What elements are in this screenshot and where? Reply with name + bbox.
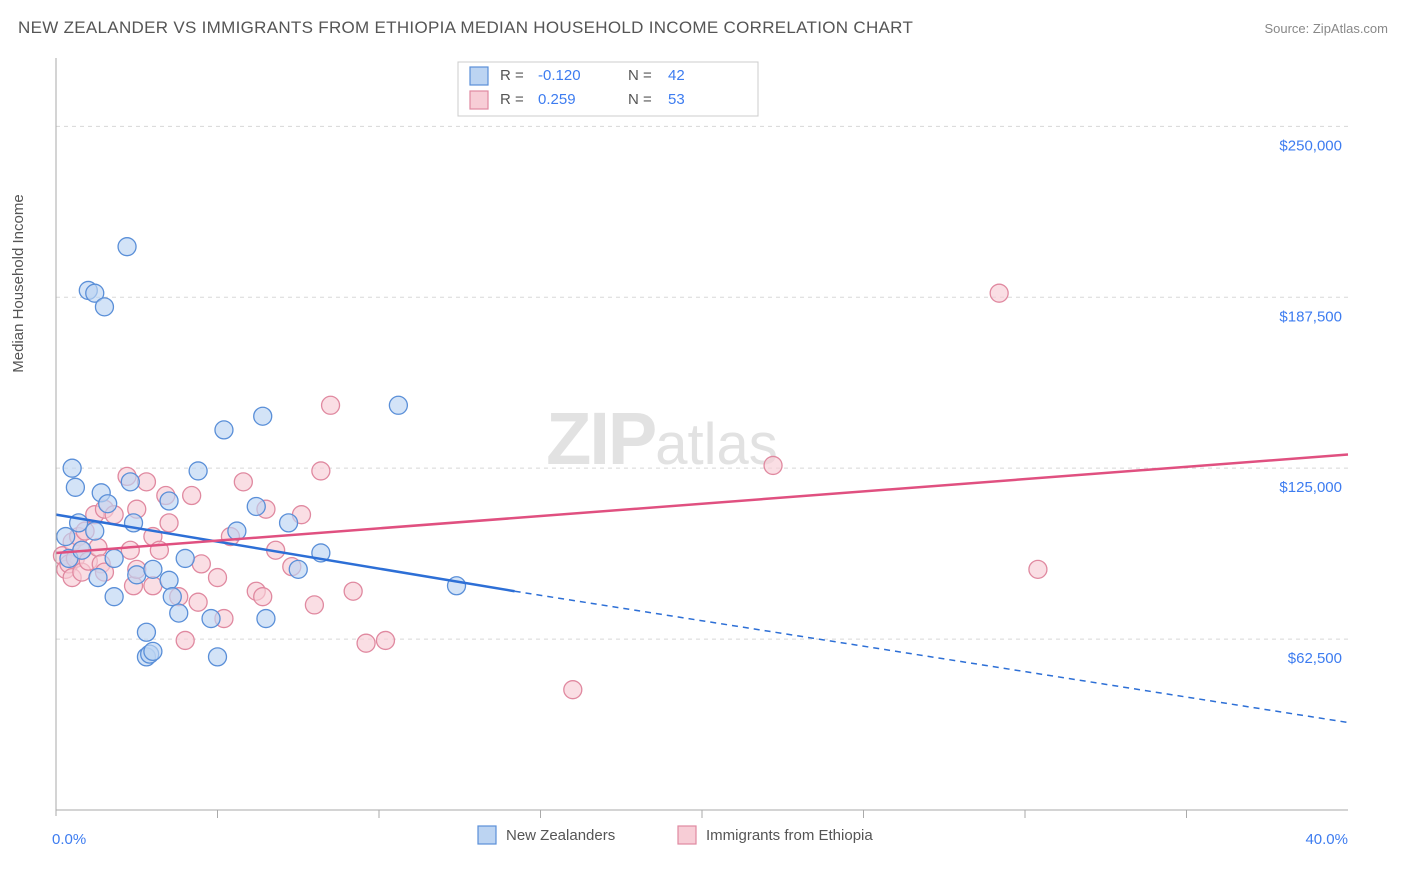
data-point: [105, 549, 123, 567]
data-point: [118, 238, 136, 256]
y-tick-label: $62,500: [1288, 650, 1342, 667]
source-attribution: Source: ZipAtlas.com: [1264, 21, 1388, 36]
legend-swatch: [478, 826, 496, 844]
data-point: [564, 681, 582, 699]
data-point: [137, 623, 155, 641]
data-point: [215, 421, 233, 439]
data-point: [144, 642, 162, 660]
data-point: [247, 497, 265, 515]
data-point: [160, 514, 178, 532]
data-point: [176, 549, 194, 567]
data-point: [257, 610, 275, 628]
chart-title: NEW ZEALANDER VS IMMIGRANTS FROM ETHIOPI…: [18, 18, 913, 38]
svg-text:0.259: 0.259: [538, 91, 576, 108]
data-point: [234, 473, 252, 491]
data-point: [121, 541, 139, 559]
data-point: [254, 588, 272, 606]
data-point: [66, 478, 84, 496]
data-point: [209, 569, 227, 587]
data-point: [344, 582, 362, 600]
data-point: [254, 407, 272, 425]
x-tick-label: 0.0%: [52, 831, 86, 848]
svg-text:N =: N =: [628, 67, 652, 84]
data-point: [228, 522, 246, 540]
data-point: [357, 634, 375, 652]
data-point: [305, 596, 323, 614]
data-point: [144, 560, 162, 578]
data-point: [170, 604, 188, 622]
scatter-chart: $62,500 $125,000 $187,500 $250,000 ZIPatlas 0…: [18, 50, 1358, 860]
data-point: [176, 631, 194, 649]
data-point: [192, 555, 210, 573]
svg-text:R =: R =: [500, 91, 524, 108]
legend-label: Immigrants from Ethiopia: [706, 827, 873, 844]
x-tick-label: 40.0%: [1305, 831, 1348, 848]
data-point: [121, 473, 139, 491]
y-tick-label: $250,000: [1279, 137, 1342, 154]
legend-swatch: [678, 826, 696, 844]
data-point: [86, 522, 104, 540]
svg-text:42: 42: [668, 67, 685, 84]
data-point: [1029, 560, 1047, 578]
data-point: [89, 538, 107, 556]
watermark: ZIPatlas: [546, 397, 778, 480]
data-point: [144, 577, 162, 595]
data-point: [137, 473, 155, 491]
data-point: [99, 495, 117, 513]
data-point: [95, 298, 113, 316]
y-tick-label: $125,000: [1279, 479, 1342, 496]
svg-text:-0.120: -0.120: [538, 67, 581, 84]
data-point: [764, 456, 782, 474]
data-point: [89, 569, 107, 587]
data-point: [63, 459, 81, 477]
data-point: [389, 396, 407, 414]
svg-text:N =: N =: [628, 91, 652, 108]
trend-line-extrapolated: [515, 591, 1348, 722]
y-axis-label: Median Household Income: [10, 194, 27, 372]
svg-text:R =: R =: [500, 67, 524, 84]
data-point: [160, 492, 178, 510]
data-point: [209, 648, 227, 666]
legend-label: New Zealanders: [506, 827, 615, 844]
data-point: [189, 462, 207, 480]
data-point: [128, 566, 146, 584]
data-point: [289, 560, 307, 578]
data-point: [183, 487, 201, 505]
data-point: [160, 571, 178, 589]
data-point: [163, 588, 181, 606]
data-point: [376, 631, 394, 649]
data-point: [105, 588, 123, 606]
y-tick-label: $187,500: [1279, 308, 1342, 325]
data-point: [312, 462, 330, 480]
data-point: [202, 610, 220, 628]
svg-text:53: 53: [668, 91, 685, 108]
data-point: [990, 284, 1008, 302]
data-point: [322, 396, 340, 414]
data-point: [280, 514, 298, 532]
data-point: [57, 528, 75, 546]
data-point: [189, 593, 207, 611]
